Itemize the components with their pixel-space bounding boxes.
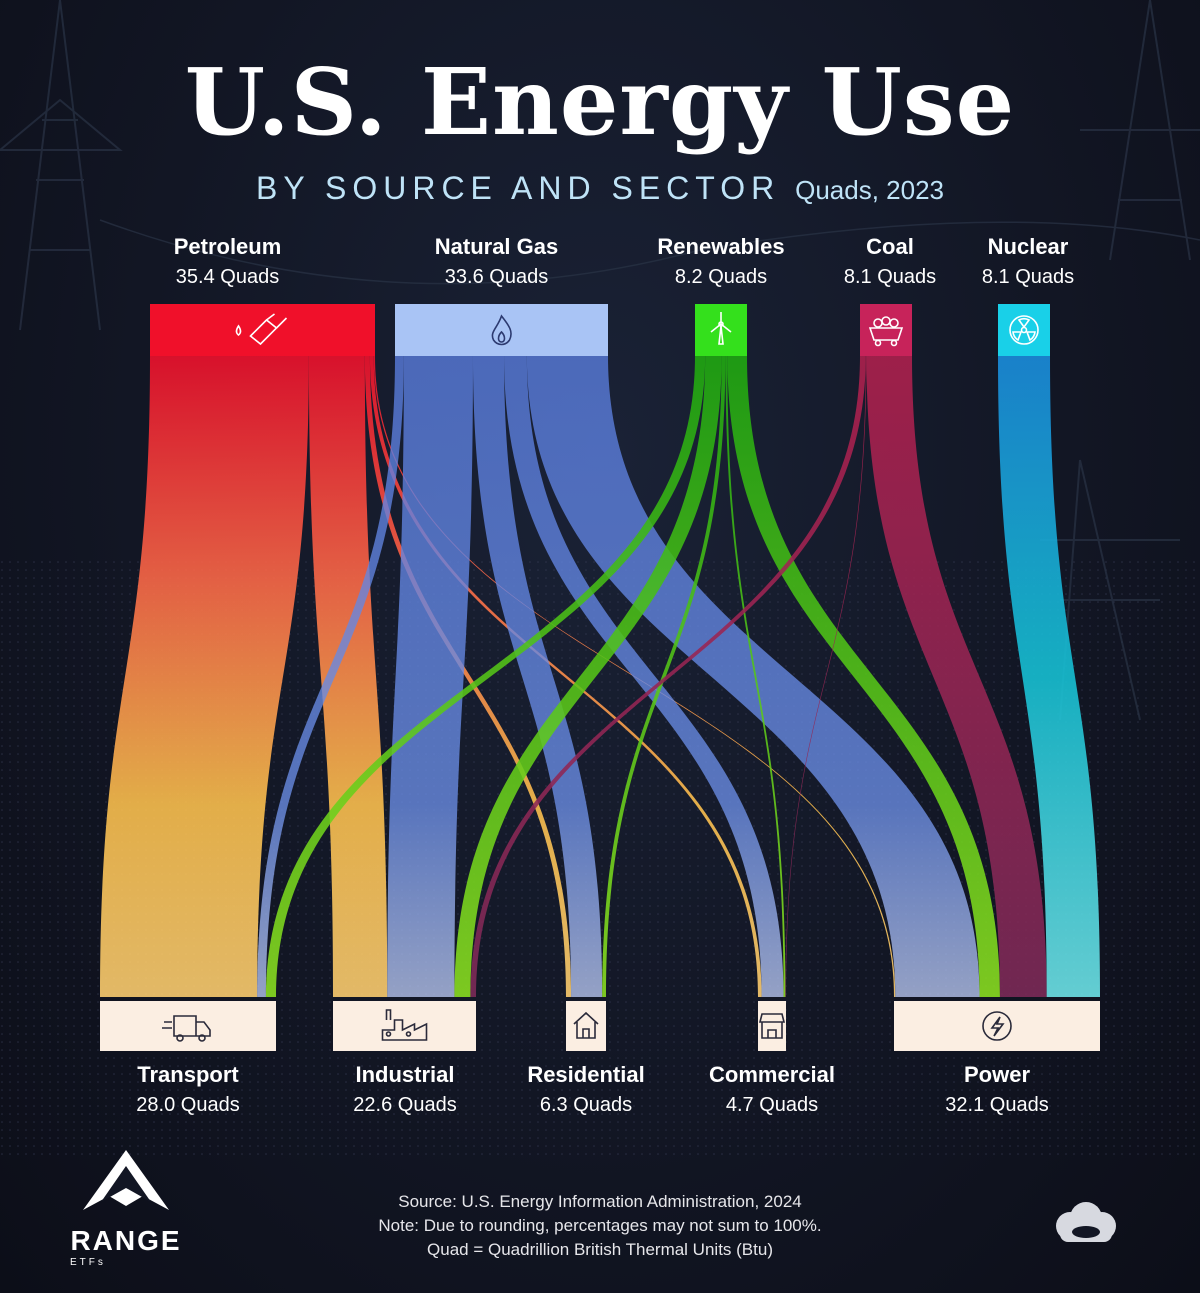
sector-label-power: Power 32.1 Quads: [897, 1062, 1097, 1117]
source-node-petroleum: [150, 304, 375, 356]
chart-subtitle: BY SOURCE AND SECTOR Quads, 2023: [0, 170, 1200, 207]
source-node-nuclear: [998, 304, 1050, 356]
coal-cart-icon: [868, 316, 904, 347]
sector-value: 22.6 Quads: [353, 1094, 457, 1116]
flows-layer: [100, 356, 1100, 997]
sector-node-residential: [566, 1001, 606, 1051]
footer-notes: Source: U.S. Energy Information Administ…: [0, 1190, 1200, 1262]
sector-value: 6.3 Quads: [539, 1094, 633, 1116]
radiation-icon: [1009, 315, 1039, 345]
sector-label-industrial: Industrial 22.6 Quads: [305, 1062, 505, 1117]
flow-renew-power: [727, 356, 1000, 997]
source-name: Petroleum: [173, 234, 282, 259]
flow-renew-residential: [602, 356, 726, 997]
flow-renew-transport: [265, 356, 706, 997]
flow-natgas-power: [526, 356, 980, 997]
flow-coal-commercial: [785, 356, 867, 997]
fuel-pump-icon: [235, 313, 288, 346]
factory-icon: [381, 1009, 428, 1041]
footer-note: Note: Due to rounding, percentages may n…: [378, 1216, 822, 1235]
lightning-bolt-icon: [982, 1011, 1012, 1041]
flow-renew-commercial: [725, 356, 786, 997]
mountain-icon: [83, 1150, 169, 1210]
storefront-icon: [758, 1013, 786, 1039]
subtitle-units: Quads, 2023: [795, 175, 945, 205]
flame-icon: [491, 314, 512, 346]
flow-coal-power: [866, 356, 1047, 997]
house-icon: [573, 1011, 599, 1039]
source-label-nuclear: Nuclear 8.1 Quads: [938, 234, 1118, 289]
source-value: 35.4 Quads: [175, 266, 280, 288]
flow-petroleum-industrial: [308, 356, 388, 997]
subtitle-text: BY SOURCE AND SECTOR: [255, 170, 781, 206]
nodes-layer: [100, 304, 1100, 1051]
sector-value: 28.0 Quads: [136, 1094, 240, 1116]
flow-natgas-industrial: [387, 356, 473, 997]
flow-natgas-commercial: [504, 356, 784, 997]
source-name: Natural Gas: [434, 234, 559, 259]
source-value: 8.1 Quads: [981, 266, 1075, 288]
brand-sub: ETFs: [70, 1257, 106, 1268]
brand-name: RANGE: [70, 1225, 182, 1256]
flow-renew-industrial: [454, 356, 722, 997]
sector-label-residential: Residential 6.3 Quads: [486, 1062, 686, 1117]
wind-turbine-icon: [710, 312, 732, 345]
sector-node-transport: [100, 1001, 276, 1051]
sector-name: Transport: [137, 1062, 239, 1087]
source-name: Nuclear: [987, 234, 1069, 259]
source-value: 8.1 Quads: [843, 266, 937, 288]
source-node-coal: [860, 304, 912, 356]
sector-value: 32.1 Quads: [945, 1094, 1049, 1116]
sector-value: 4.7 Quads: [725, 1094, 819, 1116]
range-logo: RANGE ETFs: [66, 1148, 186, 1268]
source-node-natgas: [395, 304, 608, 356]
source-label-renew: Renewables 8.2 Quads: [631, 234, 811, 289]
source-name: Renewables: [657, 234, 785, 259]
flow-natgas-residential: [472, 356, 603, 997]
sector-name: Power: [963, 1062, 1031, 1087]
flow-petroleum-commercial: [369, 356, 762, 997]
sector-name: Residential: [527, 1062, 645, 1087]
flow-coal-industrial: [470, 356, 866, 997]
flow-petroleum-transport: [100, 356, 309, 997]
chart-title: U.S. Energy Use: [184, 48, 1016, 156]
sector-label-commercial: Commercial 4.7 Quads: [672, 1062, 872, 1117]
sector-name: Commercial: [709, 1062, 835, 1087]
flow-petroleum-residential: [364, 356, 572, 997]
source-label-petroleum: Petroleum 35.4 Quads: [138, 234, 318, 289]
source-label-coal: Coal 8.1 Quads: [800, 234, 980, 289]
sector-name: Industrial: [355, 1062, 455, 1087]
footer-source: Source: U.S. Energy Information Administ…: [398, 1192, 802, 1211]
sector-node-power: [894, 1001, 1100, 1051]
source-value: 8.2 Quads: [674, 266, 768, 288]
footer-definition: Quad = Quadrillion British Thermal Units…: [427, 1240, 773, 1259]
sector-node-industrial: [333, 1001, 476, 1051]
delivery-truck-icon: [162, 1015, 211, 1042]
source-name: Coal: [866, 234, 914, 259]
source-value: 33.6 Quads: [444, 266, 549, 288]
source-label-natgas: Natural Gas 33.6 Quads: [407, 234, 587, 289]
publisher-logo: [1050, 1200, 1120, 1255]
sector-label-transport: Transport 28.0 Quads: [88, 1062, 288, 1117]
flow-natgas-transport: [257, 356, 404, 997]
pylon-decoration: [0, 0, 1200, 721]
cloud-logo-icon: [1056, 1202, 1116, 1242]
flow-nuclear-power: [998, 356, 1100, 997]
